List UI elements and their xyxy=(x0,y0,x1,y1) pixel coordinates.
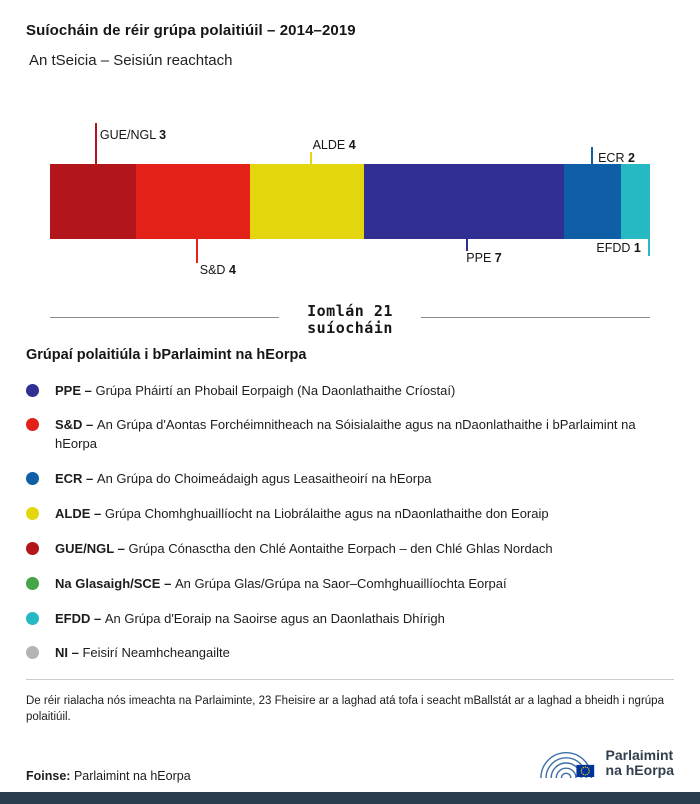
logo-text: Parlaimint na hEorpa xyxy=(606,748,674,778)
eu-flag-icon xyxy=(575,765,594,778)
divider xyxy=(26,679,674,681)
callout-label-s-d: S&D 4 xyxy=(199,263,236,277)
page-subtitle: An tSeicia – Seisiún reachtach xyxy=(29,52,233,69)
legend-text: Na Glasaigh/SCE – An Grúpa Glas/Grúpa na… xyxy=(55,575,507,591)
legend-text: ALDE – Grúpa Chomhghuaillíocht na Liobrá… xyxy=(55,505,549,521)
bar-segment-ecr xyxy=(564,164,622,239)
bar-segment-s-d xyxy=(135,164,250,239)
legend-dot xyxy=(26,506,39,520)
total-seats: Iomlán 21 suíocháin xyxy=(50,303,650,337)
callout-label-alde: ALDE 4 xyxy=(312,138,356,152)
legend-item-ni: NI – Feisirí Neamhcheangailte xyxy=(26,644,674,663)
total-line-2: suíocháin xyxy=(307,318,393,337)
total-rule-right xyxy=(420,317,650,318)
bar-segment-efdd xyxy=(621,164,650,239)
total-seats-label: Iomlán 21 suíocháin xyxy=(279,303,421,337)
stacked-bar xyxy=(50,164,650,239)
legend-dot xyxy=(26,472,39,486)
callout-label-ecr: ECR 2 xyxy=(598,151,635,165)
footnote: De réir rialacha nós imeachta na Parlaim… xyxy=(26,695,664,724)
ep-logo: Parlaimint na hEorpa xyxy=(539,743,674,783)
source-label: Foinse: xyxy=(26,769,71,784)
logo-line-1: Parlaimint xyxy=(605,747,674,764)
legend-text: NI – Feisirí Neamhcheangailte xyxy=(55,645,230,661)
footer: Foinse: Parlaimint na hEorpa xyxy=(26,743,674,784)
legend-text: S&D – An Grúpa d'Aontas Forchéimnitheach… xyxy=(55,417,636,452)
legend-item-ppe: PPE – Grúpa Pháirtí an Phobail Eorpaigh … xyxy=(26,382,674,401)
callout-line-gue-ngl xyxy=(94,123,97,164)
legend-heading: Grúpaí polaitiúla i bParlaimint na hEorp… xyxy=(26,346,307,363)
page-title: Suíocháin de réir grúpa polaitiúil – 201… xyxy=(26,22,356,39)
callout-line-ecr xyxy=(591,147,594,164)
logo-line-2: na hEorpa xyxy=(605,762,674,779)
bar-segment-alde xyxy=(250,164,365,239)
legend-text: GUE/NGL – Grúpa Cónasctha den Chlé Aonta… xyxy=(55,540,553,556)
bar-segment-ppe xyxy=(364,164,565,239)
hemicycle-icon xyxy=(539,752,594,779)
total-rule-left xyxy=(50,317,280,318)
legend-dot xyxy=(26,383,39,397)
legend-dot xyxy=(26,611,39,625)
callout-label-efdd: EFDD 1 xyxy=(596,241,641,255)
source: Foinse: Parlaimint na hEorpa xyxy=(26,769,191,783)
total-line-1: Iomlán 21 xyxy=(307,302,393,320)
legend-item-alde: ALDE – Grúpa Chomhghuaillíocht na Liobrá… xyxy=(26,505,674,524)
legend-dot xyxy=(26,576,39,590)
legend-item-efdd: EFDD – An Grúpa d'Eoraip na Saoirse agus… xyxy=(26,610,674,629)
legend-text: ECR – An Grúpa do Choimeádaigh agus Leas… xyxy=(55,471,432,487)
legend-item-s-d: S&D – An Grúpa d'Aontas Forchéimnitheach… xyxy=(26,416,674,454)
callout-line-alde xyxy=(309,152,312,164)
legend-text: EFDD – An Grúpa d'Eoraip na Saoirse agus… xyxy=(55,610,445,626)
seat-distribution-chart: GUE/NGL 3 S&D 4 ALDE 4 PPE 7 ECR 2 EFDD 1 xyxy=(50,116,650,284)
callout-line-efdd xyxy=(647,239,650,256)
legend: Grúpaí polaitiúla i bParlaimint na hEorp… xyxy=(26,347,674,664)
callout-line-s-d xyxy=(195,239,198,263)
legend-item-ecr: ECR – An Grúpa do Choimeádaigh agus Leas… xyxy=(26,470,674,489)
legend-dot xyxy=(26,541,39,555)
header: Suíocháin de réir grúpa polaitiúil – 201… xyxy=(0,0,700,69)
legend-item-gue-ngl: GUE/NGL – Grúpa Cónasctha den Chlé Aonta… xyxy=(26,540,674,559)
source-text: Parlaimint na hEorpa xyxy=(73,769,191,784)
legend-item-na-glasaigh-sce: Na Glasaigh/SCE – An Grúpa Glas/Grúpa na… xyxy=(26,575,674,594)
callout-label-ppe: PPE 7 xyxy=(466,251,502,265)
bar-segment-gue-ngl xyxy=(50,164,136,239)
callout-label-gue-ngl: GUE/NGL 3 xyxy=(99,128,167,142)
legend-text: PPE – Grúpa Pháirtí an Phobail Eorpaigh … xyxy=(55,382,456,398)
callout-line-ppe xyxy=(466,239,469,251)
legend-dot xyxy=(26,646,39,660)
bottom-bar xyxy=(0,792,700,804)
legend-list: PPE – Grúpa Pháirtí an Phobail Eorpaigh … xyxy=(26,382,674,664)
legend-dot xyxy=(26,418,39,432)
